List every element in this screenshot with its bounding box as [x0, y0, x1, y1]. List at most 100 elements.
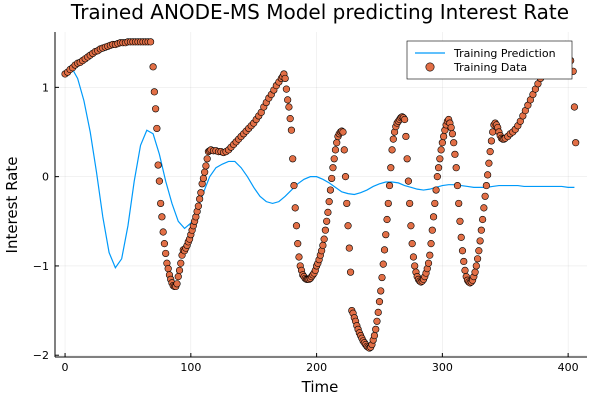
data-point: [331, 146, 340, 154]
data-point: [330, 155, 338, 163]
data-point: [282, 85, 291, 93]
data-point: [287, 126, 296, 134]
data-point: [294, 240, 302, 248]
axes: [54, 32, 587, 358]
legend-label: Training Prediction: [453, 47, 556, 60]
data-point: [481, 192, 489, 200]
data-point: [379, 260, 387, 268]
data-point: [384, 199, 392, 208]
data-point: [174, 273, 182, 281]
data-point: [154, 161, 162, 169]
data-point: [373, 317, 381, 325]
legend-swatch-marker: [425, 62, 435, 72]
data-point: [295, 253, 303, 261]
data-point: [406, 199, 414, 208]
data-point: [572, 139, 580, 147]
data-point: [387, 164, 395, 172]
data-point: [328, 174, 336, 183]
data-point: [164, 265, 172, 273]
x-axis-title: Time: [301, 378, 339, 396]
data-point: [385, 181, 394, 190]
data-point: [284, 96, 292, 104]
x-tick-label: 100: [180, 361, 201, 374]
data-point: [451, 150, 459, 158]
data-point: [203, 155, 211, 163]
data-point: [152, 105, 160, 113]
data-point: [285, 103, 293, 111]
data-point: [436, 155, 444, 163]
data-point: [482, 181, 490, 190]
data-point: [401, 115, 409, 124]
data-point: [452, 164, 460, 172]
data-point: [440, 132, 448, 141]
data-point: [402, 132, 410, 141]
data-point: [290, 181, 298, 190]
data-point: [175, 266, 184, 274]
data-point: [433, 173, 441, 181]
legend-label: Training Data: [453, 61, 527, 74]
data-point: [196, 195, 204, 203]
data-point: [434, 164, 443, 172]
x-tick-label: 200: [306, 361, 327, 374]
data-point: [424, 259, 433, 267]
data-point: [408, 240, 416, 248]
data-point: [460, 257, 468, 266]
data-point: [329, 164, 337, 172]
data-point: [428, 226, 436, 234]
data-point: [201, 168, 209, 176]
data-point: [149, 63, 157, 71]
data-point: [383, 215, 391, 224]
data-point: [375, 298, 384, 306]
y-axis-title: Interest Rate: [3, 157, 21, 254]
data-point: [281, 74, 289, 83]
data-point: [199, 174, 208, 183]
data-point: [447, 123, 455, 132]
data-point: [153, 124, 161, 133]
data-point: [159, 228, 167, 236]
data-point: [409, 253, 418, 261]
data-point: [389, 135, 397, 143]
data-point: [456, 217, 464, 225]
data-point: [377, 287, 385, 295]
data-point: [372, 325, 380, 333]
chart-title: Trained ANODE-MS Model predicting Intere…: [70, 0, 569, 24]
data-point: [292, 222, 301, 230]
data-point: [486, 148, 494, 156]
data-point: [431, 199, 439, 208]
series-line-training-prediction: [64, 68, 575, 269]
data-point: [427, 240, 435, 248]
data-point: [570, 103, 579, 111]
data-point: [157, 199, 165, 208]
data-point: [403, 155, 411, 163]
y-tick-label: −2: [33, 349, 49, 362]
y-tick-label: 1: [42, 81, 49, 94]
data-point: [378, 273, 386, 282]
data-point: [473, 255, 482, 263]
data-point: [370, 331, 379, 340]
data-point: [426, 251, 434, 259]
data-point: [457, 233, 465, 241]
data-point: [472, 262, 480, 270]
data-point: [286, 115, 294, 123]
data-point: [374, 308, 382, 316]
x-tick-label: 300: [432, 361, 453, 374]
data-point: [388, 146, 396, 154]
data-point: [476, 237, 484, 245]
data-point: [382, 231, 390, 239]
data-point: [173, 280, 181, 288]
data-point: [448, 130, 457, 138]
data-point: [429, 213, 438, 221]
data-point: [320, 235, 328, 243]
series-scatter-training-data: [61, 38, 580, 352]
data-point: [380, 246, 389, 254]
x-tick-label: 400: [558, 361, 579, 374]
data-point: [197, 189, 205, 197]
data-point: [202, 162, 210, 170]
data-point: [477, 226, 485, 234]
grid: [55, 32, 587, 357]
data-point: [404, 177, 413, 185]
data-point: [162, 249, 170, 258]
data-point: [326, 186, 335, 194]
data-point: [344, 222, 352, 230]
